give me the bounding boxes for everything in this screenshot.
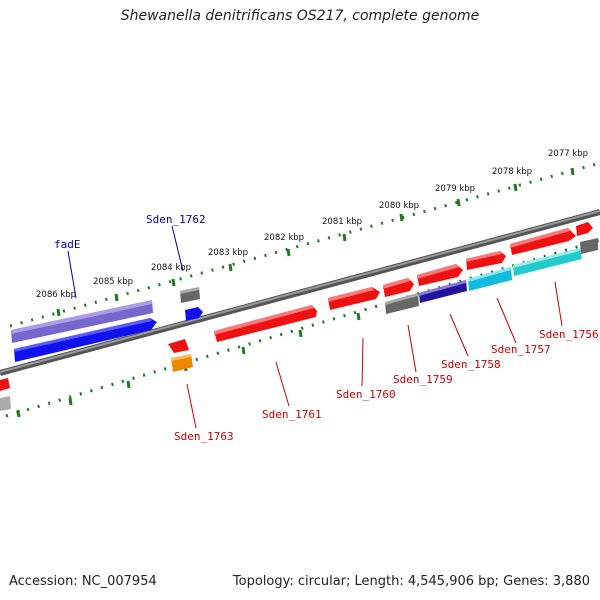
- gene-red-1760[interactable]: [328, 287, 380, 310]
- gene-red-c[interactable]: [466, 251, 506, 270]
- gene-labels: fadE Sden_1762 Sden_1763 Sden_1761 Sden_…: [54, 213, 599, 443]
- scale-label: 2079 kbp: [435, 184, 475, 194]
- gene-label-sden-1763[interactable]: Sden_1763: [174, 430, 234, 443]
- scale-label: 2084 kbp: [151, 263, 191, 273]
- accession-text: Accession: NC_007954: [9, 574, 157, 589]
- gene-blue-arrow[interactable]: [14, 318, 157, 362]
- label-leader-lines: [67, 225, 563, 429]
- gene-label-sden-1757[interactable]: Sden_1757: [491, 343, 551, 356]
- scale-label: 2085 kbp: [93, 277, 133, 287]
- scale-label: 2078 kbp: [492, 167, 532, 177]
- forward-strand-genes: [11, 222, 598, 362]
- gene-label-sden-1758[interactable]: Sden_1758: [441, 358, 501, 371]
- gene-label-sden-1762[interactable]: Sden_1762: [146, 213, 206, 226]
- genome-info-text: Topology: circular; Length: 4,545,906 bp…: [232, 574, 590, 589]
- gene-blue-small[interactable]: [185, 307, 203, 321]
- scale-label: 2077 kbp: [548, 149, 588, 159]
- gene-red-left-edge[interactable]: [0, 378, 10, 391]
- gene-gray-right[interactable]: [580, 238, 598, 254]
- gene-label-sden-1760[interactable]: Sden_1760: [336, 388, 396, 401]
- reverse-strand-genes: [0, 248, 582, 411]
- inner-tick-track: [5, 238, 600, 418]
- gene-red-a[interactable]: [383, 278, 414, 297]
- gene-label-sden-1756[interactable]: Sden_1756: [539, 328, 599, 341]
- gene-label-sden-1761[interactable]: Sden_1761: [262, 408, 322, 421]
- gene-red-1763[interactable]: [168, 339, 189, 353]
- scale-label: 2086 kbp: [36, 290, 76, 300]
- gene-cyan-1757[interactable]: [468, 267, 512, 291]
- gene-label-sden-1759[interactable]: Sden_1759: [393, 373, 453, 386]
- gene-gray-left-edge[interactable]: [0, 396, 11, 411]
- gene-red-1761[interactable]: [214, 305, 317, 342]
- genome-backbone: [0, 209, 600, 376]
- gene-red-e[interactable]: [576, 222, 593, 236]
- gene-teal-1756[interactable]: [513, 248, 582, 276]
- scale-label: 2080 kbp: [379, 201, 419, 211]
- genome-title: Shewanella denitrificans OS217, complete…: [120, 8, 480, 24]
- scale-label: 2081 kbp: [322, 217, 362, 227]
- gene-label-fade[interactable]: fadE: [54, 238, 81, 251]
- scale-labels: 2077 kbp 2078 kbp 2079 kbp 2080 kbp 2081…: [36, 149, 588, 300]
- scale-label: 2083 kbp: [208, 248, 248, 258]
- gene-gray-1759[interactable]: [385, 293, 419, 314]
- gene-red-b[interactable]: [417, 264, 463, 286]
- scale-label: 2082 kbp: [264, 233, 304, 243]
- gene-red-d[interactable]: [510, 228, 576, 255]
